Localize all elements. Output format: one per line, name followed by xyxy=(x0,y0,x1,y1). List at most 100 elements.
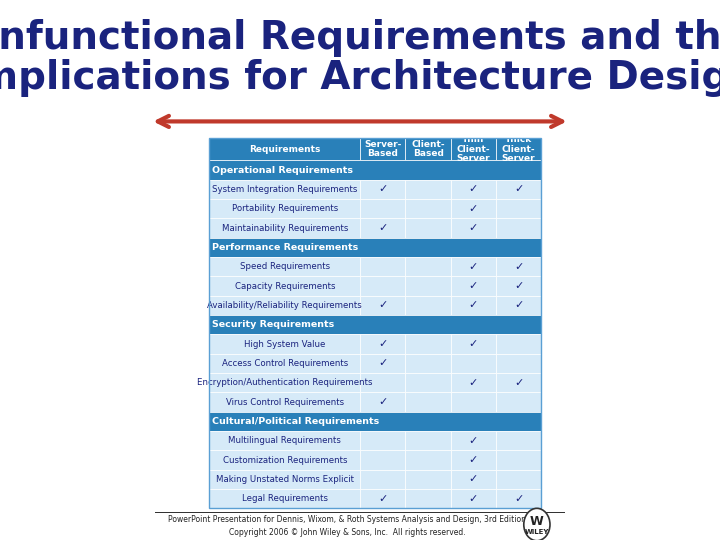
Text: Performance Requirements: Performance Requirements xyxy=(212,243,359,252)
Bar xyxy=(360,334,405,354)
Text: ✓: ✓ xyxy=(514,262,523,272)
Text: Operational Requirements: Operational Requirements xyxy=(212,166,354,174)
Bar xyxy=(451,218,496,238)
Bar xyxy=(210,296,360,315)
Text: Multilingual Requirements: Multilingual Requirements xyxy=(228,436,341,445)
Text: Speed Requirements: Speed Requirements xyxy=(240,262,330,271)
Bar xyxy=(496,180,541,199)
Text: W: W xyxy=(530,515,544,528)
Text: Encryption/Authentication Requirements: Encryption/Authentication Requirements xyxy=(197,378,372,387)
Text: ✓: ✓ xyxy=(378,494,387,504)
Bar xyxy=(405,138,451,160)
Bar xyxy=(210,470,360,489)
Bar xyxy=(451,276,496,296)
Bar xyxy=(210,138,541,508)
Text: High System Value: High System Value xyxy=(244,340,325,348)
Text: ✓: ✓ xyxy=(378,300,387,310)
Bar xyxy=(451,296,496,315)
Text: Maintainability Requirements: Maintainability Requirements xyxy=(222,224,348,233)
Bar xyxy=(496,354,541,373)
Bar xyxy=(210,354,360,373)
Bar xyxy=(405,276,451,296)
Bar xyxy=(405,393,451,411)
Text: System Integration Requirements: System Integration Requirements xyxy=(212,185,357,194)
Bar xyxy=(496,450,541,470)
Text: Server-
Based: Server- Based xyxy=(364,140,402,158)
Text: Security Requirements: Security Requirements xyxy=(212,320,335,329)
Text: ✓: ✓ xyxy=(514,281,523,291)
Bar xyxy=(405,180,451,199)
Bar xyxy=(210,411,541,431)
Text: Availability/Reliability Requirements: Availability/Reliability Requirements xyxy=(207,301,362,310)
Circle shape xyxy=(523,508,550,540)
Text: ✓: ✓ xyxy=(469,455,478,465)
Text: ✓: ✓ xyxy=(469,436,478,446)
Text: Access Control Requirements: Access Control Requirements xyxy=(222,359,348,368)
Bar xyxy=(210,489,360,508)
Text: ✓: ✓ xyxy=(469,494,478,504)
Text: ✓: ✓ xyxy=(514,494,523,504)
Text: ✓: ✓ xyxy=(469,300,478,310)
Bar xyxy=(210,393,360,411)
Bar xyxy=(496,373,541,393)
Bar xyxy=(496,431,541,450)
Text: Thick
Client-
Server: Thick Client- Server xyxy=(502,135,536,163)
Text: Implications for Architecture Design: Implications for Architecture Design xyxy=(0,59,720,97)
Bar xyxy=(496,138,541,160)
Text: ✓: ✓ xyxy=(378,339,387,349)
Text: Legal Requirements: Legal Requirements xyxy=(242,494,328,503)
Bar xyxy=(405,296,451,315)
Bar xyxy=(451,334,496,354)
Bar xyxy=(496,334,541,354)
Bar xyxy=(210,373,360,393)
Bar xyxy=(210,276,360,296)
Text: Making Unstated Norms Explicit: Making Unstated Norms Explicit xyxy=(216,475,354,484)
Text: ✓: ✓ xyxy=(469,223,478,233)
Bar xyxy=(210,238,541,257)
Bar xyxy=(451,489,496,508)
Bar xyxy=(360,470,405,489)
Bar xyxy=(210,257,360,276)
Bar xyxy=(496,470,541,489)
Bar xyxy=(155,511,565,512)
Bar xyxy=(210,334,360,354)
Bar xyxy=(405,470,451,489)
Bar xyxy=(360,138,405,160)
Bar xyxy=(210,218,360,238)
Bar xyxy=(405,431,451,450)
Bar xyxy=(210,160,541,180)
Bar xyxy=(360,431,405,450)
Text: ✓: ✓ xyxy=(378,397,387,407)
Bar xyxy=(360,276,405,296)
Bar xyxy=(360,218,405,238)
Bar xyxy=(405,334,451,354)
Text: Nonfunctional Requirements and their: Nonfunctional Requirements and their xyxy=(0,19,720,57)
Bar xyxy=(451,180,496,199)
Text: ✓: ✓ xyxy=(469,185,478,194)
Text: WILEY: WILEY xyxy=(525,529,549,535)
Text: ✓: ✓ xyxy=(514,300,523,310)
Bar xyxy=(360,257,405,276)
Text: ✓: ✓ xyxy=(514,185,523,194)
Bar xyxy=(360,180,405,199)
Bar xyxy=(210,138,360,160)
Text: ✓: ✓ xyxy=(469,262,478,272)
Text: ✓: ✓ xyxy=(378,223,387,233)
Text: Cultural/Political Requirements: Cultural/Political Requirements xyxy=(212,417,379,426)
Bar xyxy=(360,373,405,393)
Bar xyxy=(496,199,541,218)
Text: Capacity Requirements: Capacity Requirements xyxy=(235,281,335,291)
Bar xyxy=(405,218,451,238)
Bar xyxy=(451,354,496,373)
Text: ✓: ✓ xyxy=(378,359,387,368)
Bar xyxy=(360,393,405,411)
FancyArrowPatch shape xyxy=(158,116,562,127)
Bar xyxy=(360,199,405,218)
Bar xyxy=(210,431,360,450)
Bar xyxy=(496,257,541,276)
Bar xyxy=(451,470,496,489)
Bar xyxy=(451,199,496,218)
Bar xyxy=(210,315,541,334)
Bar xyxy=(405,373,451,393)
Bar xyxy=(451,138,496,160)
